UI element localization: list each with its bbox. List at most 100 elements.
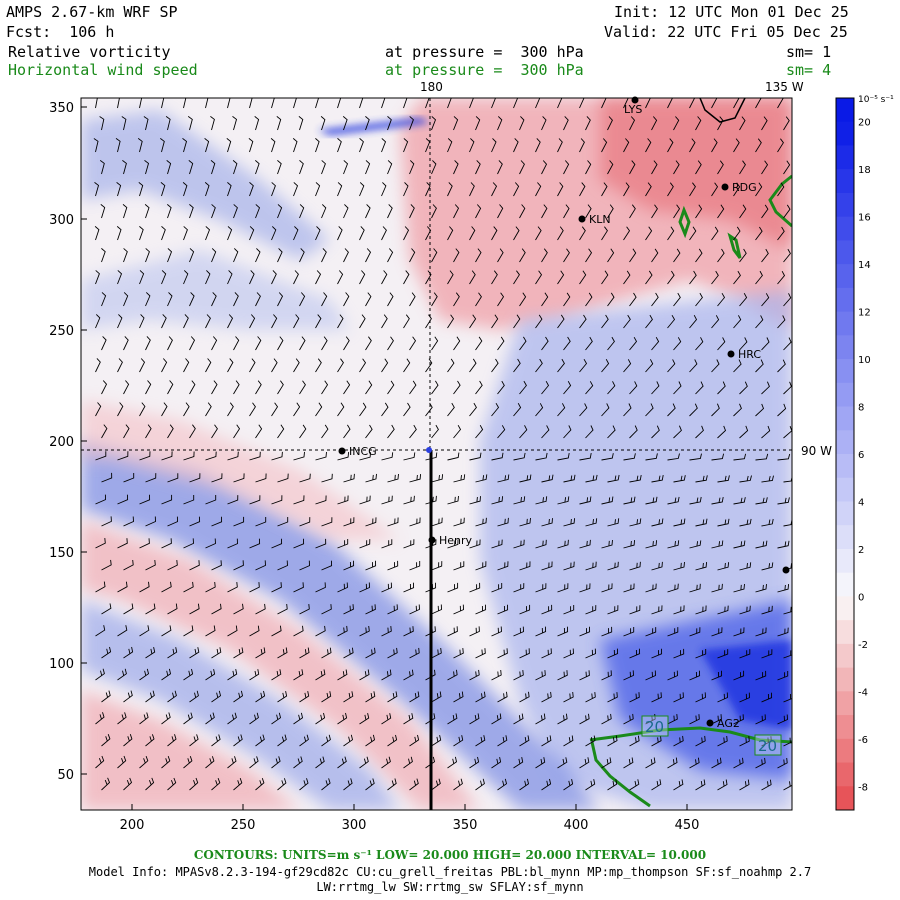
wind-barb <box>579 98 585 109</box>
wind-barb <box>315 669 326 681</box>
wind-barb <box>271 314 278 329</box>
wind-barb <box>431 735 442 747</box>
wind-barb <box>122 204 128 219</box>
wind-barb <box>365 473 377 483</box>
wind-barb <box>409 248 416 263</box>
colorbar-label: 12 <box>858 308 871 319</box>
y-tick-label: 150 <box>49 546 74 561</box>
wind-barb <box>160 138 165 153</box>
wind-barb <box>277 248 283 263</box>
wind-barb <box>299 336 306 351</box>
wind-barb <box>475 424 484 439</box>
wind-barb <box>513 138 519 153</box>
colorbar-swatch <box>836 192 854 218</box>
wind-barb <box>579 670 590 681</box>
wind-barb <box>255 647 266 659</box>
wind-barb <box>167 516 178 527</box>
wind-barb <box>447 626 458 637</box>
wind-barb <box>579 403 588 417</box>
wind-barb <box>629 648 641 659</box>
wind-barb <box>535 358 543 373</box>
wind-barb <box>695 160 702 175</box>
wind-barb <box>227 358 234 373</box>
wind-barb <box>761 692 773 703</box>
wind-barb <box>271 495 283 505</box>
wind-barb <box>447 226 454 241</box>
wind-barb <box>563 204 570 219</box>
wind-barb <box>541 735 552 747</box>
colorbar-swatch <box>836 335 854 360</box>
wind-barb <box>761 160 769 175</box>
wind-barb <box>123 603 134 615</box>
wind-barb <box>293 182 299 197</box>
wind-barb <box>535 452 548 461</box>
wind-barb <box>425 452 438 461</box>
wind-barb <box>387 116 392 131</box>
wind-barb <box>513 314 521 329</box>
wind-barb <box>717 381 726 395</box>
wind-barb <box>431 292 438 307</box>
wind-barb <box>145 380 152 395</box>
wind-barb <box>101 559 112 571</box>
wind-barb <box>557 98 563 109</box>
wind-barb <box>249 756 259 769</box>
wind-barb <box>623 583 635 593</box>
wind-barb <box>161 538 172 549</box>
wind-barb <box>365 424 373 439</box>
wind-barb <box>667 226 675 241</box>
wind-barb <box>651 160 658 175</box>
wind-barb <box>161 451 173 461</box>
wind-barb <box>425 270 432 285</box>
wind-barb <box>711 540 724 549</box>
wind-barb <box>563 605 575 615</box>
wind-barb <box>211 647 222 659</box>
wind-barb <box>585 735 596 747</box>
wind-barb <box>95 451 107 461</box>
wind-barb <box>739 518 752 527</box>
wind-barb <box>255 778 265 791</box>
wind-barb <box>183 358 190 373</box>
wind-barb <box>205 712 215 725</box>
wind-barb <box>204 138 210 153</box>
wind-barb <box>711 226 719 241</box>
wind-barb <box>447 182 453 197</box>
wind-barb <box>321 517 333 527</box>
colorbar-swatch <box>836 762 854 787</box>
wind-barb <box>513 539 525 549</box>
wind-barb <box>739 649 751 659</box>
wind-barb <box>299 778 309 791</box>
wind-barb <box>623 670 634 681</box>
wind-barb <box>651 648 663 659</box>
wind-barb <box>255 603 266 615</box>
wind-barb <box>513 496 526 505</box>
wind-barb <box>161 712 171 725</box>
wind-barb <box>491 138 497 153</box>
wind-barb <box>739 425 749 439</box>
wind-barb <box>651 248 659 263</box>
wind-barb <box>145 516 156 527</box>
wind-barb <box>299 292 306 307</box>
colorbar-swatch <box>836 382 854 408</box>
wind-barb <box>359 713 370 725</box>
wind-barb <box>359 402 367 417</box>
wind-barb <box>761 475 774 483</box>
colorbar-label: -4 <box>858 687 868 698</box>
wind-barb <box>673 735 684 747</box>
wind-barb <box>717 204 725 219</box>
wind-barb <box>579 270 587 285</box>
wind-barb <box>755 757 766 769</box>
wind-barb <box>739 605 751 615</box>
wind-barb <box>755 627 767 637</box>
station-hrc: HRC <box>738 348 761 361</box>
wind-barb <box>277 380 284 395</box>
wind-barb <box>535 496 548 505</box>
wind-barb <box>409 561 421 571</box>
wind-barb <box>425 314 432 329</box>
wind-barb <box>519 248 526 263</box>
wind-barb <box>667 403 676 417</box>
wind-barb <box>585 692 596 703</box>
wind-barb <box>491 314 499 329</box>
wind-barb <box>139 494 151 505</box>
wind-barb <box>359 314 366 329</box>
wind-barb <box>667 270 675 285</box>
